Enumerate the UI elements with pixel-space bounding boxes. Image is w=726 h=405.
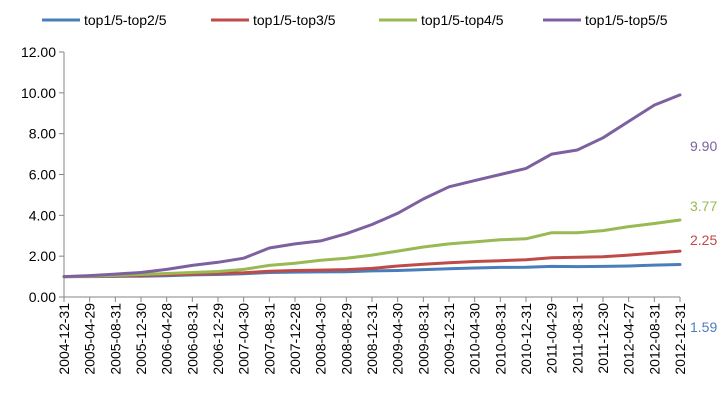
x-tick-label: 2010-04-30 bbox=[467, 303, 483, 375]
x-tick-label: 2005-08-31 bbox=[107, 303, 123, 375]
x-tick-label: 2007-08-31 bbox=[261, 303, 277, 375]
x-tick-label: 2005-04-29 bbox=[82, 303, 98, 375]
legend: top1/5-top2/5 top1/5-top3/5 top1/5-top4/5 t… bbox=[42, 12, 668, 28]
legend-label-4: top1/5-top5/5 bbox=[585, 12, 668, 28]
x-tick-label: 2011-04-29 bbox=[544, 303, 560, 374]
x-tick-label: 2008-12-31 bbox=[364, 303, 380, 375]
x-tick-label: 2008-04-30 bbox=[313, 303, 329, 375]
y-tick-label: 8.00 bbox=[29, 126, 56, 142]
legend-label-1: top1/5-top2/5 bbox=[84, 12, 167, 28]
x-tick-label: 2007-04-30 bbox=[236, 303, 252, 375]
x-tick-label: 2012-12-31 bbox=[672, 303, 688, 375]
series-line-4 bbox=[62, 93, 682, 279]
y-tick-label: 0.00 bbox=[29, 289, 56, 305]
legend-label-3: top1/5-top4/5 bbox=[421, 12, 504, 28]
y-tick-label: 4.00 bbox=[29, 207, 56, 223]
x-tick-label: 2011-12-30 bbox=[595, 303, 611, 374]
x-tick-label: 2004-12-31 bbox=[56, 303, 72, 375]
series-line-3 bbox=[62, 218, 682, 279]
x-tick-label: 2008-08-29 bbox=[338, 303, 354, 375]
x-axis: 2004-12-31 2005-04-29 2005-08-31 2005-12-30… bbox=[56, 296, 688, 375]
end-label-series-2: 2.25 bbox=[690, 232, 717, 248]
x-tick-label: 2007-12-28 bbox=[287, 303, 303, 375]
end-label-series-3: 3.77 bbox=[690, 198, 717, 214]
end-label-series-4: 9.90 bbox=[690, 138, 717, 154]
y-tick-label: 12.00 bbox=[21, 44, 56, 60]
x-tick-label: 2009-08-31 bbox=[415, 303, 431, 375]
x-tick-label: 2009-04-30 bbox=[390, 303, 406, 375]
x-tick-label: 2005-12-30 bbox=[133, 303, 149, 375]
x-tick-label: 2010-12-31 bbox=[518, 303, 534, 375]
series-lines bbox=[62, 93, 682, 279]
end-label-series-1: 1.59 bbox=[690, 319, 717, 335]
x-tick-label: 2006-08-31 bbox=[184, 303, 200, 375]
end-labels: 1.59 2.25 3.77 9.90 bbox=[690, 138, 717, 335]
y-tick-label: 6.00 bbox=[29, 167, 56, 183]
y-tick-label: 10.00 bbox=[21, 85, 56, 101]
y-axis: 0.00 2.00 4.00 6.00 8.00 10.00 12.00 bbox=[21, 44, 65, 305]
x-tick-label: 2012-04-27 bbox=[621, 303, 637, 375]
y-tick-label: 2.00 bbox=[29, 248, 56, 264]
x-tick-label: 2012-08-31 bbox=[646, 303, 662, 375]
x-tick-label: 2009-12-31 bbox=[441, 303, 457, 375]
legend-label-2: top1/5-top3/5 bbox=[253, 12, 336, 28]
x-tick-label: 2006-12-29 bbox=[210, 303, 226, 375]
x-tick-label: 2006-04-28 bbox=[159, 303, 175, 375]
x-tick-label: 2011-08-31 bbox=[569, 303, 585, 374]
x-tick-label: 2010-08-31 bbox=[492, 303, 508, 375]
